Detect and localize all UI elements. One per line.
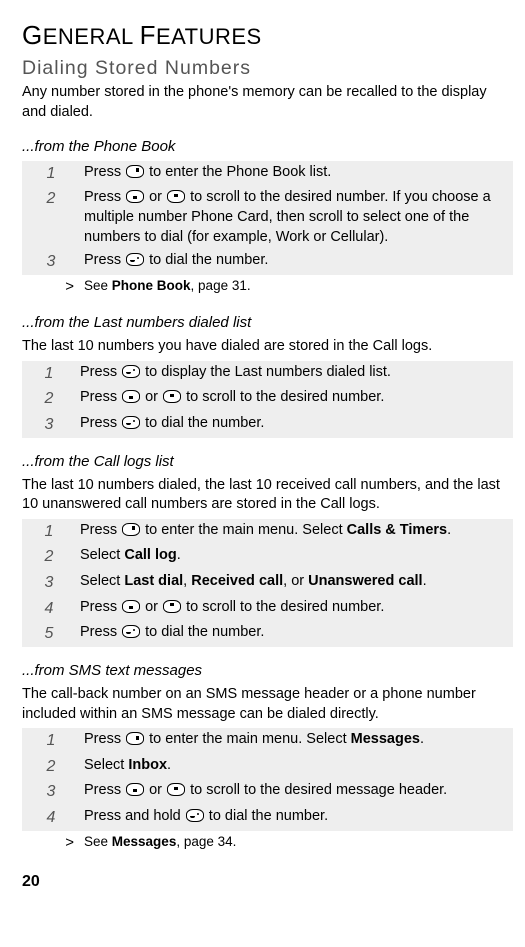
step-num: 1 — [22, 519, 80, 545]
section-3-head: ...from the Call logs list — [22, 452, 513, 472]
see-text: See Phone Book, page 31. — [84, 275, 513, 299]
section-2-sub: The last 10 numbers you have dialed are … — [22, 337, 513, 357]
step-num: 1 — [22, 361, 80, 387]
section-1-head: ...from the Phone Book — [22, 137, 513, 157]
down-icon — [122, 390, 140, 403]
step-text: Press and hold to dial the number. — [84, 805, 513, 831]
step-num: 1 — [22, 161, 84, 187]
step-num: 5 — [22, 621, 80, 647]
section-2-head: ...from the Last numbers dialed list — [22, 313, 513, 333]
down-icon — [126, 190, 144, 203]
step-num: 3 — [22, 249, 84, 275]
down-icon — [122, 600, 140, 613]
step-num: 2 — [22, 186, 84, 249]
step-text: Press to enter the main menu. Select Mes… — [84, 728, 513, 754]
see-marker: > — [22, 275, 84, 299]
step-text: Press to enter the main menu. Select Cal… — [80, 519, 513, 545]
step-num: 2 — [22, 754, 84, 780]
right-icon — [122, 523, 140, 536]
right-icon — [126, 165, 144, 178]
step-text: Press to dial the number. — [84, 249, 513, 275]
up-icon — [167, 190, 185, 203]
section-3-steps: 1 Press to enter the main menu. Select C… — [22, 519, 513, 647]
down-icon — [126, 783, 144, 796]
step-text: Select Last dial, Received call, or Unan… — [80, 570, 513, 596]
step-num: 3 — [22, 412, 80, 438]
step-num: 4 — [22, 596, 80, 622]
up-icon — [167, 783, 185, 796]
dial-icon — [122, 625, 140, 638]
step-num: 4 — [22, 805, 84, 831]
intro-text: Any number stored in the phone's memory … — [22, 83, 513, 122]
right-icon — [126, 732, 144, 745]
step-num: 3 — [22, 779, 84, 805]
section-4-sub: The call-back number on an SMS message h… — [22, 685, 513, 724]
step-text: Press or to scroll to the desired number… — [80, 596, 513, 622]
step-text: Press to enter the Phone Book list. — [84, 161, 513, 187]
dial-icon — [126, 253, 144, 266]
section-4-head: ...from SMS text messages — [22, 661, 513, 681]
step-text: Press to dial the number. — [80, 412, 513, 438]
see-text: See Messages, page 34. — [84, 831, 513, 855]
page-heading: GENERAL FEATURES — [22, 18, 513, 53]
step-text: Press or to scroll to the desired number… — [80, 386, 513, 412]
step-text: Select Inbox. — [84, 754, 513, 780]
up-icon — [163, 390, 181, 403]
dial-icon — [186, 809, 204, 822]
step-num: 2 — [22, 386, 80, 412]
step-text: Press or to scroll to the desired messag… — [84, 779, 513, 805]
page-subheading: Dialing Stored Numbers — [22, 55, 513, 81]
section-1-steps: 1 Press to enter the Phone Book list. 2 … — [22, 161, 513, 299]
step-text: Press or to scroll to the desired number… — [84, 186, 513, 249]
step-text: Press to dial the number. — [80, 621, 513, 647]
step-text: Select Call log. — [80, 544, 513, 570]
page-number: 20 — [22, 871, 513, 893]
section-2-steps: 1 Press to display the Last numbers dial… — [22, 361, 513, 438]
step-num: 3 — [22, 570, 80, 596]
see-marker: > — [22, 831, 84, 855]
dial-icon — [122, 416, 140, 429]
section-3-sub: The last 10 numbers dialed, the last 10 … — [22, 476, 513, 515]
up-icon — [163, 600, 181, 613]
dial-icon — [122, 365, 140, 378]
step-num: 2 — [22, 544, 80, 570]
step-num: 1 — [22, 728, 84, 754]
step-text: Press to display the Last numbers dialed… — [80, 361, 513, 387]
section-4-steps: 1 Press to enter the main menu. Select M… — [22, 728, 513, 855]
